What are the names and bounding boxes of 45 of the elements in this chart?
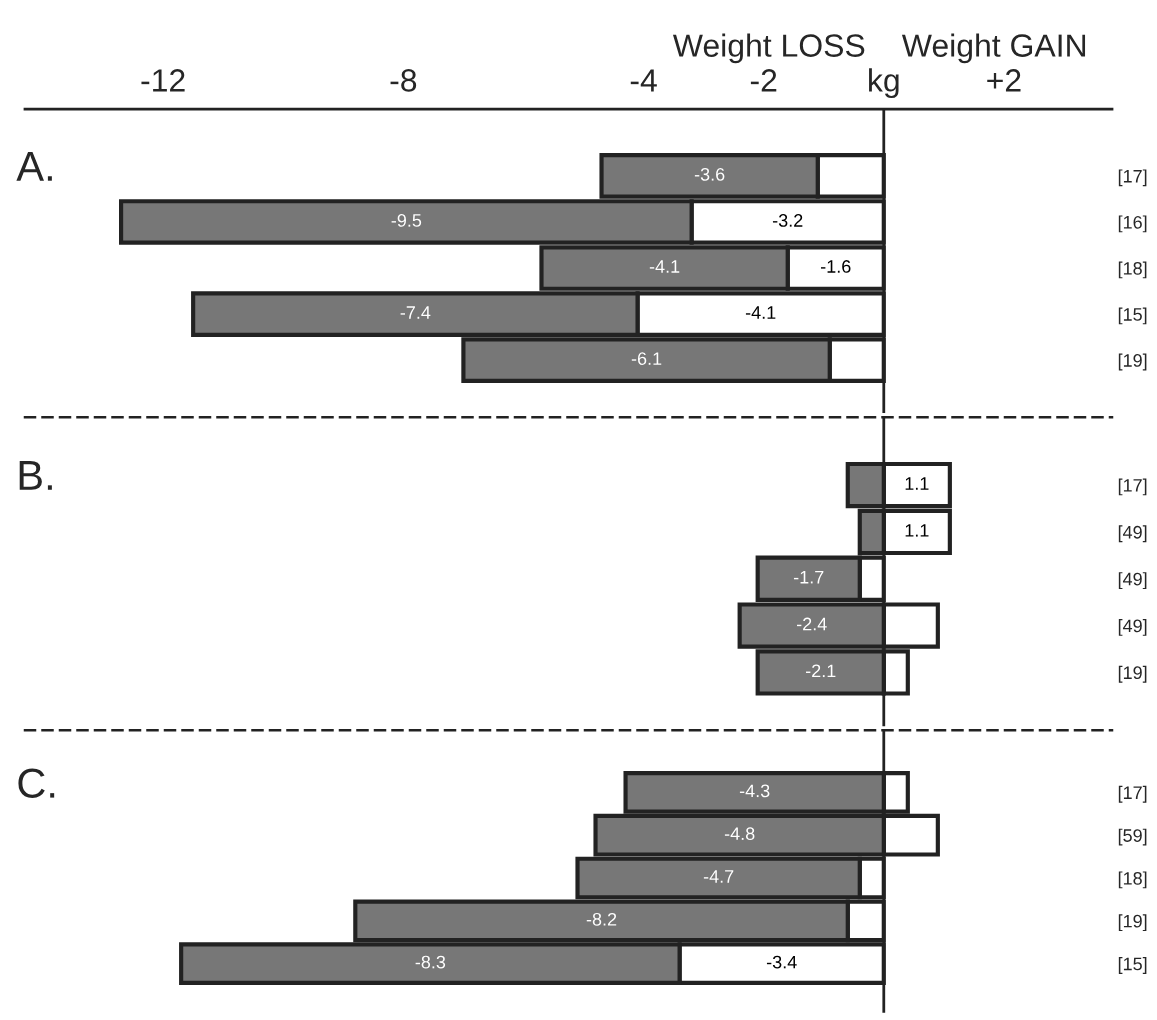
- data-label: -1.7: [793, 570, 824, 584]
- text: Weight GAIN: [901, 33, 1086, 64]
- data-label: -3.2: [772, 214, 803, 227]
- y-tick-label: [49]: [1118, 619, 1147, 636]
- y-tick-label: [15]: [1118, 307, 1147, 325]
- data-label: -9.5: [391, 214, 422, 227]
- x-tick-label: -8: [390, 69, 417, 92]
- chart-title: A.: [16, 152, 52, 181]
- x-tick-label: +2: [987, 69, 1021, 92]
- x-tick-label: -12: [141, 69, 185, 92]
- y-tick-label: [19]: [1118, 665, 1147, 683]
- chart-title: B.: [19, 461, 52, 490]
- data-label: -4.7: [703, 870, 734, 883]
- y-tick-label: [19]: [1118, 353, 1147, 371]
- x-tick-label: -4: [630, 69, 657, 92]
- data-label: -4.1: [745, 306, 776, 319]
- y-tick-label: [19]: [1118, 914, 1147, 932]
- y-tick-label: [59]: [1118, 828, 1147, 846]
- data-label: 1.1: [905, 477, 929, 490]
- y-tick-label: [18]: [1118, 261, 1147, 279]
- data-label: 1.1: [905, 524, 929, 537]
- data-label: -3.6: [694, 167, 725, 181]
- x-tick-label: kg: [869, 68, 899, 99]
- x-tick-label: -2: [750, 69, 777, 92]
- data-label: -4.1: [649, 260, 680, 273]
- data-label: -6.1: [631, 352, 662, 365]
- chart-title: C.: [18, 768, 55, 799]
- y-tick-label: [15]: [1118, 957, 1147, 974]
- data-label: -4.3: [739, 784, 770, 798]
- data-label: -3.4: [766, 955, 797, 969]
- data-label: -8.3: [415, 955, 446, 969]
- data-label: -4.8: [724, 827, 755, 841]
- text: Weight LOSS: [672, 33, 865, 64]
- data-label: -7.4: [400, 306, 431, 319]
- y-tick-label: [49]: [1118, 525, 1147, 543]
- data-label: -2.4: [796, 617, 827, 631]
- y-tick-label: [17]: [1118, 169, 1147, 187]
- y-tick-label: [17]: [1118, 785, 1147, 803]
- y-tick-label: [18]: [1118, 871, 1147, 889]
- y-tick-label: [17]: [1118, 478, 1147, 496]
- y-tick-label: [16]: [1118, 215, 1147, 233]
- y-tick-label: [49]: [1118, 572, 1147, 590]
- data-label: -8.2: [586, 912, 617, 926]
- data-label: -2.1: [805, 664, 836, 678]
- data-label: -1.6: [820, 260, 851, 273]
